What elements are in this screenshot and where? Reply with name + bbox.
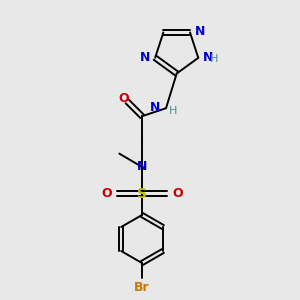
Text: N: N	[202, 51, 213, 64]
Text: N: N	[195, 25, 205, 38]
Text: O: O	[118, 92, 129, 105]
Text: H: H	[210, 54, 218, 64]
Text: N: N	[137, 160, 147, 173]
Text: N: N	[140, 51, 150, 64]
Text: O: O	[172, 187, 183, 200]
Text: O: O	[101, 187, 112, 200]
Text: N: N	[150, 101, 160, 114]
Text: S: S	[137, 187, 147, 201]
Text: H: H	[169, 106, 177, 116]
Text: Br: Br	[134, 281, 150, 294]
